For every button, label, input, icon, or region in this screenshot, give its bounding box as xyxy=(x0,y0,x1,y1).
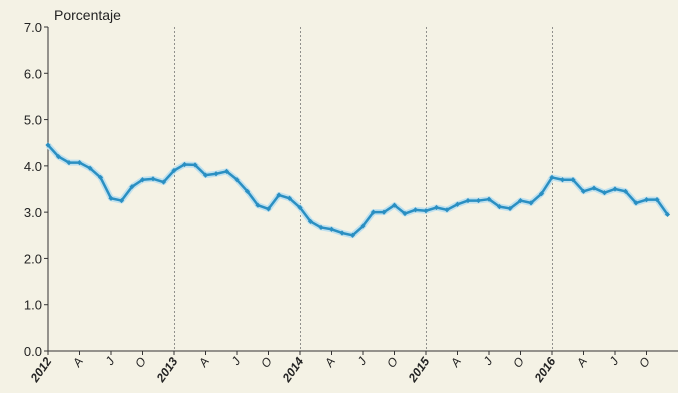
data-point xyxy=(486,196,492,202)
data-point xyxy=(423,208,429,214)
data-point xyxy=(213,171,219,177)
x-tick-label: J xyxy=(354,354,370,369)
data-point xyxy=(108,195,114,201)
data-point xyxy=(402,210,408,217)
data-point xyxy=(171,167,177,174)
x-tick-label: O xyxy=(132,355,149,371)
data-point xyxy=(349,232,356,238)
data-point xyxy=(412,207,419,213)
series-line xyxy=(45,142,671,239)
x-tick-label: O xyxy=(258,355,275,371)
x-tick-label: J xyxy=(228,354,244,369)
data-point xyxy=(307,218,314,224)
x-tick-label: O xyxy=(384,355,401,371)
series-line-path xyxy=(47,144,669,237)
data-point xyxy=(318,224,324,231)
data-point xyxy=(87,165,93,171)
data-point xyxy=(181,161,188,168)
data-point xyxy=(591,185,597,191)
x-tick-label: 2014 xyxy=(279,354,307,385)
year-gridlines xyxy=(174,27,553,351)
data-point xyxy=(118,197,125,204)
x-tick-label: A xyxy=(69,355,86,370)
data-point xyxy=(643,197,650,203)
data-point xyxy=(633,200,639,206)
data-point xyxy=(370,209,377,215)
data-point xyxy=(255,202,261,208)
x-tick-labels: 2012 A J O 2013 A J O 2014 A J O 2015 A J O 2016 A J O xyxy=(27,351,653,385)
y-tick-label: 2.0 xyxy=(24,251,42,266)
data-point xyxy=(475,197,482,204)
y-tick-label: 3.0 xyxy=(24,205,42,220)
y-tick-label: 1.0 xyxy=(24,298,42,313)
x-tick-label: O xyxy=(636,355,653,371)
data-point xyxy=(559,177,566,183)
data-point xyxy=(45,142,51,148)
x-tick-label: J xyxy=(480,354,496,369)
x-tick-label: 2016 xyxy=(531,354,559,385)
data-point xyxy=(601,190,608,196)
data-point xyxy=(192,162,198,168)
data-point xyxy=(454,201,461,207)
data-point xyxy=(664,211,671,218)
data-point xyxy=(244,188,251,194)
data-point xyxy=(234,177,240,183)
data-point xyxy=(360,223,366,229)
data-point xyxy=(391,202,398,208)
x-tick-label: A xyxy=(447,355,464,370)
data-point xyxy=(328,226,335,232)
data-point xyxy=(150,176,156,182)
data-point xyxy=(433,204,440,211)
y-tick-label: 5.0 xyxy=(24,113,42,128)
data-point xyxy=(549,174,555,181)
data-point xyxy=(444,207,450,213)
data-point xyxy=(139,177,146,183)
y-tick-label: 0.0 xyxy=(24,344,42,359)
data-point xyxy=(622,188,629,194)
y-tick-label: 6.0 xyxy=(24,66,42,81)
data-point xyxy=(517,197,524,204)
x-tick-label: A xyxy=(195,355,212,370)
data-point xyxy=(381,209,387,215)
y-tick-label: 4.0 xyxy=(24,159,42,174)
x-tick-label: 2012 xyxy=(27,354,55,385)
data-point xyxy=(339,230,345,236)
data-point xyxy=(465,197,471,204)
x-tick-label: A xyxy=(573,355,590,370)
data-point xyxy=(202,172,209,178)
data-point xyxy=(654,197,660,203)
data-point xyxy=(528,200,534,206)
data-point xyxy=(55,154,62,160)
data-point xyxy=(612,186,618,192)
data-point xyxy=(160,179,167,185)
data-point xyxy=(276,192,282,198)
data-point xyxy=(297,204,303,211)
x-tick-label: J xyxy=(606,354,622,369)
data-point xyxy=(265,206,272,212)
series-line-halo xyxy=(45,143,670,239)
data-point xyxy=(66,160,72,166)
data-point xyxy=(129,184,135,190)
data-point xyxy=(570,177,576,183)
data-point xyxy=(507,205,513,212)
data-point xyxy=(223,168,230,175)
x-tick-label: 2013 xyxy=(153,354,181,385)
x-tick-label: 2015 xyxy=(405,354,433,385)
data-point xyxy=(76,160,83,166)
y-tick-labels: 0.0 1.0 2.0 3.0 4.0 5.0 6.0 7.0 xyxy=(24,20,48,359)
x-tick-label: A xyxy=(321,355,338,370)
data-point xyxy=(496,203,503,210)
x-tick-label: J xyxy=(102,354,118,369)
y-tick-label: 7.0 xyxy=(24,20,42,35)
x-tick-label: O xyxy=(510,355,527,371)
data-point xyxy=(580,188,587,194)
data-point xyxy=(538,191,545,197)
y-axis-label: Porcentaje xyxy=(54,7,121,23)
data-point xyxy=(97,174,104,181)
data-point xyxy=(286,195,293,201)
